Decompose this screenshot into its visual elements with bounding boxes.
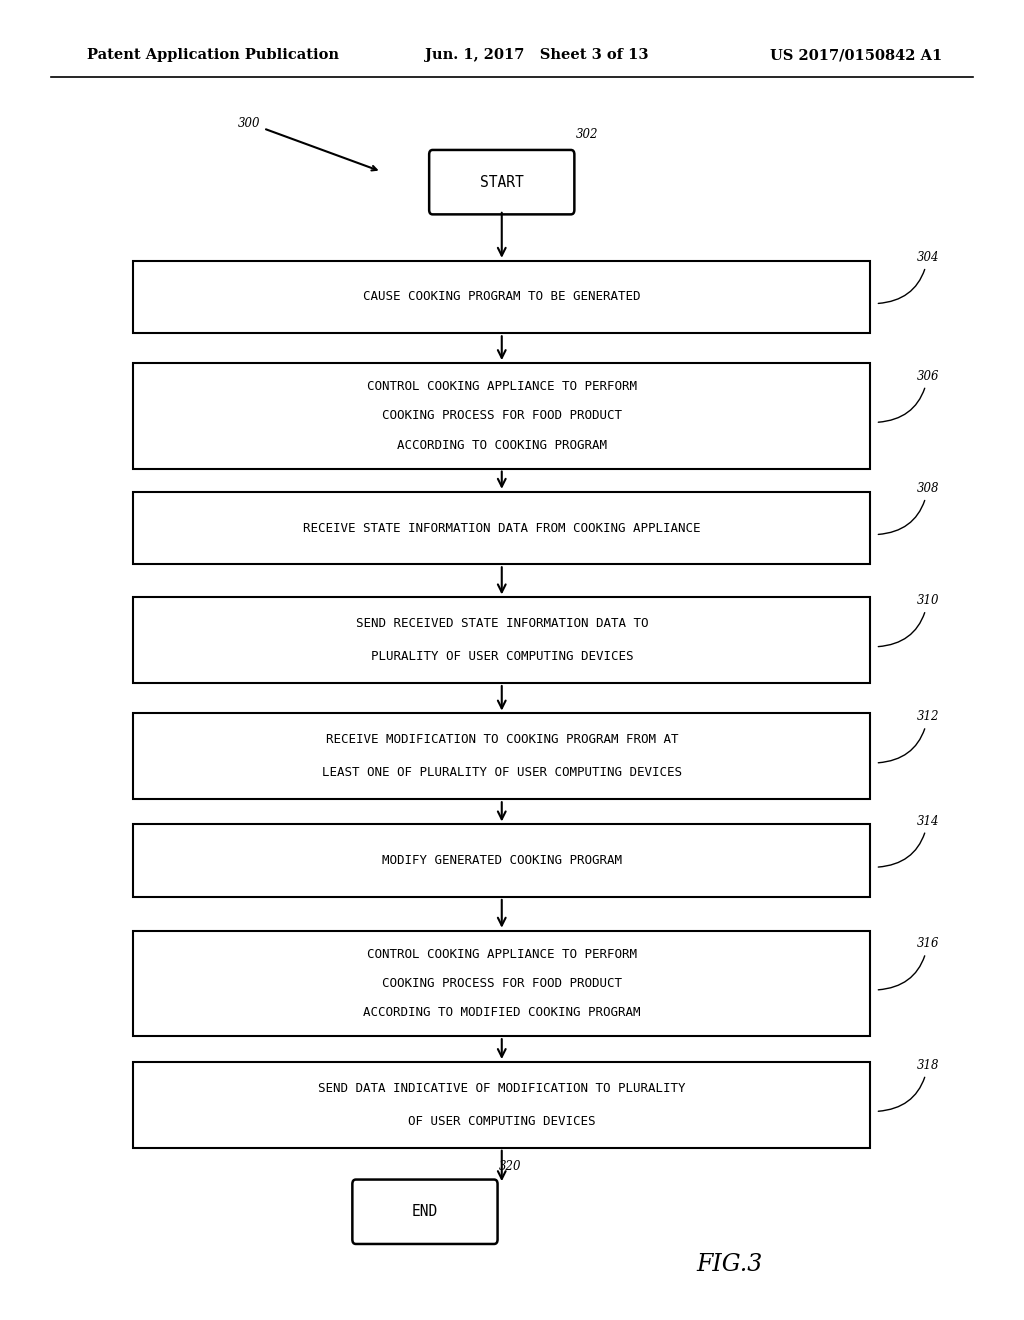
Text: RECEIVE MODIFICATION TO COOKING PROGRAM FROM AT: RECEIVE MODIFICATION TO COOKING PROGRAM … — [326, 734, 678, 746]
Text: 312: 312 — [879, 710, 939, 763]
Text: 302: 302 — [575, 128, 598, 141]
Bar — [133, 714, 870, 800]
Bar — [133, 931, 870, 1036]
Text: SEND DATA INDICATIVE OF MODIFICATION TO PLURALITY: SEND DATA INDICATIVE OF MODIFICATION TO … — [318, 1082, 685, 1094]
Bar — [133, 363, 870, 469]
Text: COOKING PROCESS FOR FOOD PRODUCT: COOKING PROCESS FOR FOOD PRODUCT — [382, 977, 622, 990]
Text: START: START — [480, 174, 523, 190]
Text: 308: 308 — [879, 482, 939, 535]
Bar — [133, 491, 870, 565]
Bar — [133, 824, 870, 898]
Text: OF USER COMPUTING DEVICES: OF USER COMPUTING DEVICES — [408, 1115, 596, 1127]
Text: 304: 304 — [879, 251, 939, 304]
Text: CONTROL COOKING APPLIANCE TO PERFORM: CONTROL COOKING APPLIANCE TO PERFORM — [367, 948, 637, 961]
Bar — [133, 260, 870, 333]
FancyBboxPatch shape — [352, 1180, 498, 1243]
Text: ACCORDING TO COOKING PROGRAM: ACCORDING TO COOKING PROGRAM — [396, 438, 607, 451]
Text: MODIFY GENERATED COOKING PROGRAM: MODIFY GENERATED COOKING PROGRAM — [382, 854, 622, 867]
Text: 314: 314 — [879, 814, 939, 867]
Text: CAUSE COOKING PROGRAM TO BE GENERATED: CAUSE COOKING PROGRAM TO BE GENERATED — [364, 290, 640, 304]
Text: Jun. 1, 2017   Sheet 3 of 13: Jun. 1, 2017 Sheet 3 of 13 — [425, 49, 648, 62]
Text: END: END — [412, 1204, 438, 1220]
Bar — [133, 597, 870, 682]
FancyBboxPatch shape — [429, 150, 574, 214]
Text: PLURALITY OF USER COMPUTING DEVICES: PLURALITY OF USER COMPUTING DEVICES — [371, 651, 633, 663]
Text: LEAST ONE OF PLURALITY OF USER COMPUTING DEVICES: LEAST ONE OF PLURALITY OF USER COMPUTING… — [322, 767, 682, 779]
Text: CONTROL COOKING APPLIANCE TO PERFORM: CONTROL COOKING APPLIANCE TO PERFORM — [367, 380, 637, 393]
Bar — [133, 1061, 870, 1147]
Text: 320: 320 — [500, 1160, 521, 1173]
Text: 310: 310 — [879, 594, 939, 647]
Text: 316: 316 — [879, 937, 939, 990]
Text: COOKING PROCESS FOR FOOD PRODUCT: COOKING PROCESS FOR FOOD PRODUCT — [382, 409, 622, 422]
Text: SEND RECEIVED STATE INFORMATION DATA TO: SEND RECEIVED STATE INFORMATION DATA TO — [355, 618, 648, 630]
Text: 318: 318 — [879, 1059, 939, 1111]
Text: US 2017/0150842 A1: US 2017/0150842 A1 — [770, 49, 942, 62]
Text: ACCORDING TO MODIFIED COOKING PROGRAM: ACCORDING TO MODIFIED COOKING PROGRAM — [364, 1006, 640, 1019]
Text: 306: 306 — [879, 370, 939, 422]
Text: 300: 300 — [238, 116, 377, 170]
Text: RECEIVE STATE INFORMATION DATA FROM COOKING APPLIANCE: RECEIVE STATE INFORMATION DATA FROM COOK… — [303, 521, 700, 535]
Text: Patent Application Publication: Patent Application Publication — [87, 49, 339, 62]
Text: FIG.3: FIG.3 — [696, 1253, 763, 1276]
